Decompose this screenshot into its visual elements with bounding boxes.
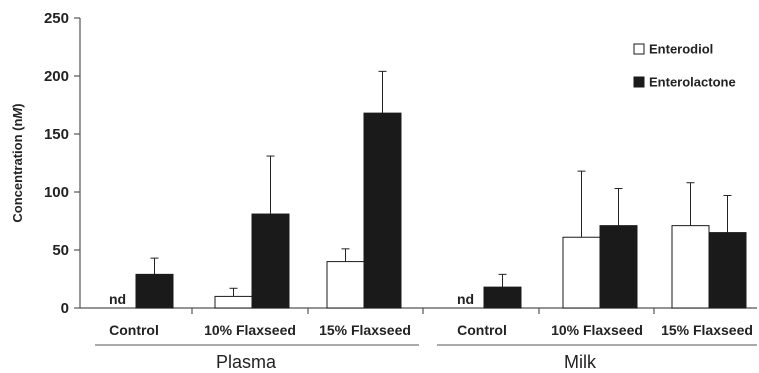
category-label: Control [457, 322, 507, 338]
y-tick-label: 100 [44, 184, 69, 201]
enterodiol-bar [671, 225, 710, 309]
y-tick-label: 200 [44, 68, 69, 85]
legend-label: Enterolactone [649, 75, 736, 90]
not-detected-label: nd [457, 291, 474, 307]
y-tick-label: 50 [52, 242, 69, 259]
legend-label: Enterodiol [649, 42, 713, 57]
enterolactone-bar [135, 273, 174, 309]
legend-swatch [633, 76, 645, 88]
category-label: 10% Flaxseed [204, 322, 296, 338]
category-label: 10% Flaxseed [551, 322, 643, 338]
category-label: 15% Flaxseed [661, 322, 753, 338]
category-label: Control [109, 322, 159, 338]
y-axis-label: Concentration (nM) [10, 103, 25, 222]
axis-layer [74, 17, 757, 346]
enterodiol-bar [326, 261, 365, 309]
group-label-plasma: Plasma [216, 352, 277, 372]
y-tick-label: 150 [44, 126, 69, 143]
group-label-milk: Milk [564, 352, 597, 372]
labels-layer: 0 50 100 150 200 250 Concentration (nM) nd nd Con… [10, 10, 753, 372]
enterolactone-bar [363, 112, 402, 309]
y-tick-label: 0 [61, 300, 69, 317]
enterolactone-bar [483, 286, 522, 309]
enterolactone-bar [251, 213, 290, 309]
category-label: 15% Flaxseed [319, 322, 411, 338]
enterolactone-bar [599, 225, 638, 309]
legend-swatch [633, 43, 645, 55]
enterolactone-bar [708, 232, 747, 309]
y-tick-label: 250 [44, 10, 69, 27]
bars-layer [135, 70, 747, 309]
not-detected-label: nd [109, 291, 126, 307]
enterodiol-bar [214, 295, 253, 309]
enterodiol-bar [562, 236, 601, 309]
legend: Enterodiol Enterolactone [633, 42, 736, 90]
